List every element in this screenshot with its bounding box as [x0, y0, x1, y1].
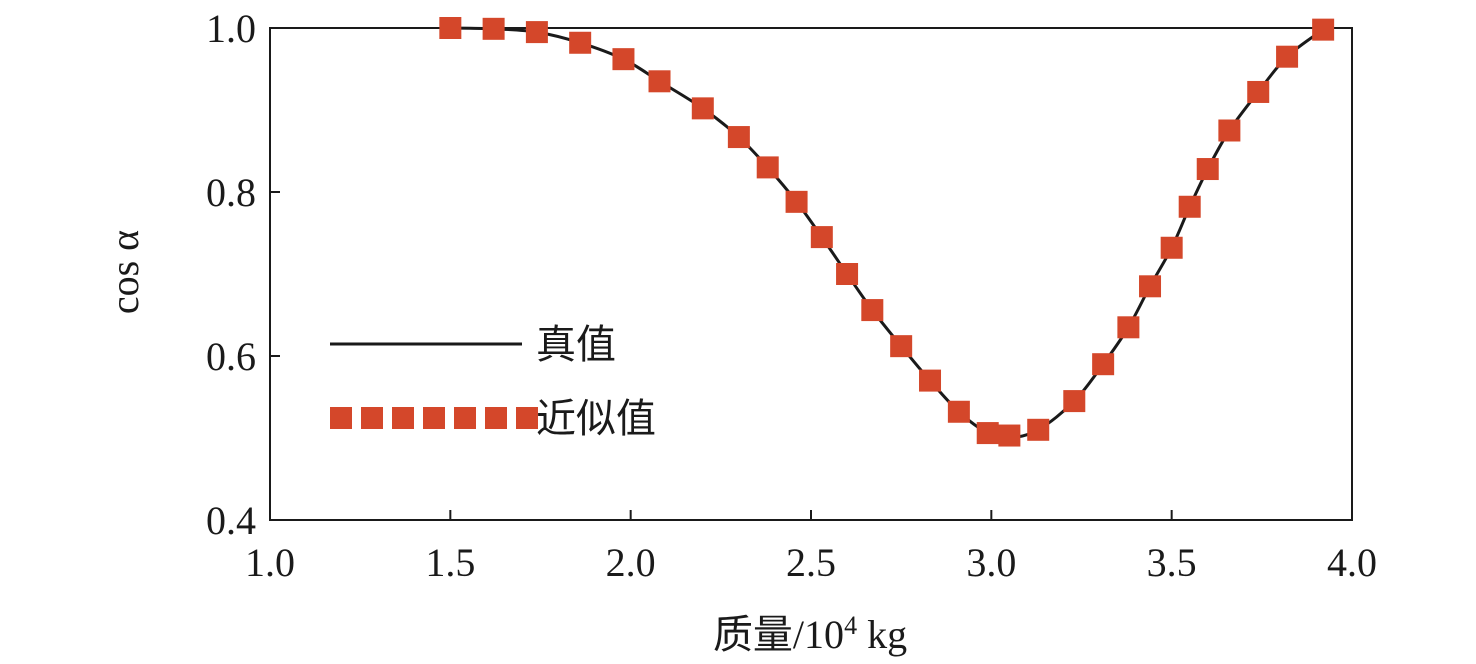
legend-approx-swatch [330, 407, 538, 429]
legend-approx-marker [516, 407, 538, 429]
plot-area [269, 27, 1353, 521]
y-axis-title: cos α [102, 230, 147, 314]
x-tick-label: 2.0 [606, 540, 656, 585]
legend-true-label: 真值 [536, 322, 616, 368]
x-axis-title-unit: kg [857, 612, 907, 657]
x-tick-label: 3.0 [966, 540, 1016, 585]
approx-point [1312, 18, 1335, 41]
x-tick-label: 3.5 [1147, 540, 1197, 585]
approx-point [836, 263, 859, 285]
approx-point [648, 70, 671, 93]
plot-frame [269, 27, 1353, 521]
legend-approx-marker [454, 407, 476, 429]
y-tick-label: 0.8 [206, 170, 256, 215]
legend-approx-marker [330, 407, 352, 429]
approx-point [947, 400, 970, 423]
approx-point [785, 190, 808, 213]
x-tick-label: 1.5 [425, 540, 475, 585]
approx-point [1092, 353, 1115, 376]
approx-point [482, 17, 505, 40]
approx-point [1117, 316, 1140, 339]
approx-point [976, 422, 999, 445]
legend-approx-marker [361, 407, 383, 429]
approx-point [756, 156, 779, 179]
approx-point [727, 126, 750, 149]
approx-point [1247, 80, 1270, 103]
y-tick-label: 0.6 [206, 334, 256, 379]
approx-point [1139, 275, 1162, 298]
approx-point [525, 21, 548, 44]
x-axis: 1.0 1.5 2.0 2.5 3.0 3.5 4.0 [245, 510, 1377, 585]
x-axis-title-main: 质量/10 [713, 612, 844, 657]
approx-point [612, 48, 635, 71]
approx-point [861, 299, 884, 322]
approx-point [569, 31, 592, 54]
approx-point [1218, 119, 1241, 142]
approx-point [1178, 195, 1201, 218]
legend-approx-marker [485, 407, 507, 429]
legend-approx-label: 近似值 [536, 396, 656, 442]
approx-point [691, 97, 714, 120]
legend-approx-marker [423, 407, 445, 429]
approx-point [1276, 45, 1299, 68]
approx-point [1063, 390, 1086, 413]
x-tick-label: 2.5 [786, 540, 836, 585]
approx-point [810, 226, 833, 249]
approx-point [439, 17, 462, 39]
x-tick-label: 4.0 [1327, 540, 1377, 585]
approx-point [1027, 418, 1050, 441]
series-true-line [450, 26, 1325, 440]
x-axis-title-sup: 4 [844, 611, 857, 640]
y-axis: 0.4 0.6 0.8 1.0 [206, 6, 280, 543]
series-layer [439, 17, 1335, 447]
approx-point [998, 424, 1021, 447]
y-tick-label: 1.0 [206, 6, 256, 51]
x-axis-title: 质量/104 kg [713, 611, 907, 657]
x-tick-label: 1.0 [245, 540, 295, 585]
y-tick-label: 0.4 [206, 498, 256, 543]
series-approx-markers [439, 17, 1335, 447]
approx-point [919, 369, 942, 392]
approx-point [1160, 236, 1183, 259]
approx-point [1196, 158, 1219, 181]
legend-approx-marker [392, 407, 414, 429]
approx-point [890, 335, 913, 358]
